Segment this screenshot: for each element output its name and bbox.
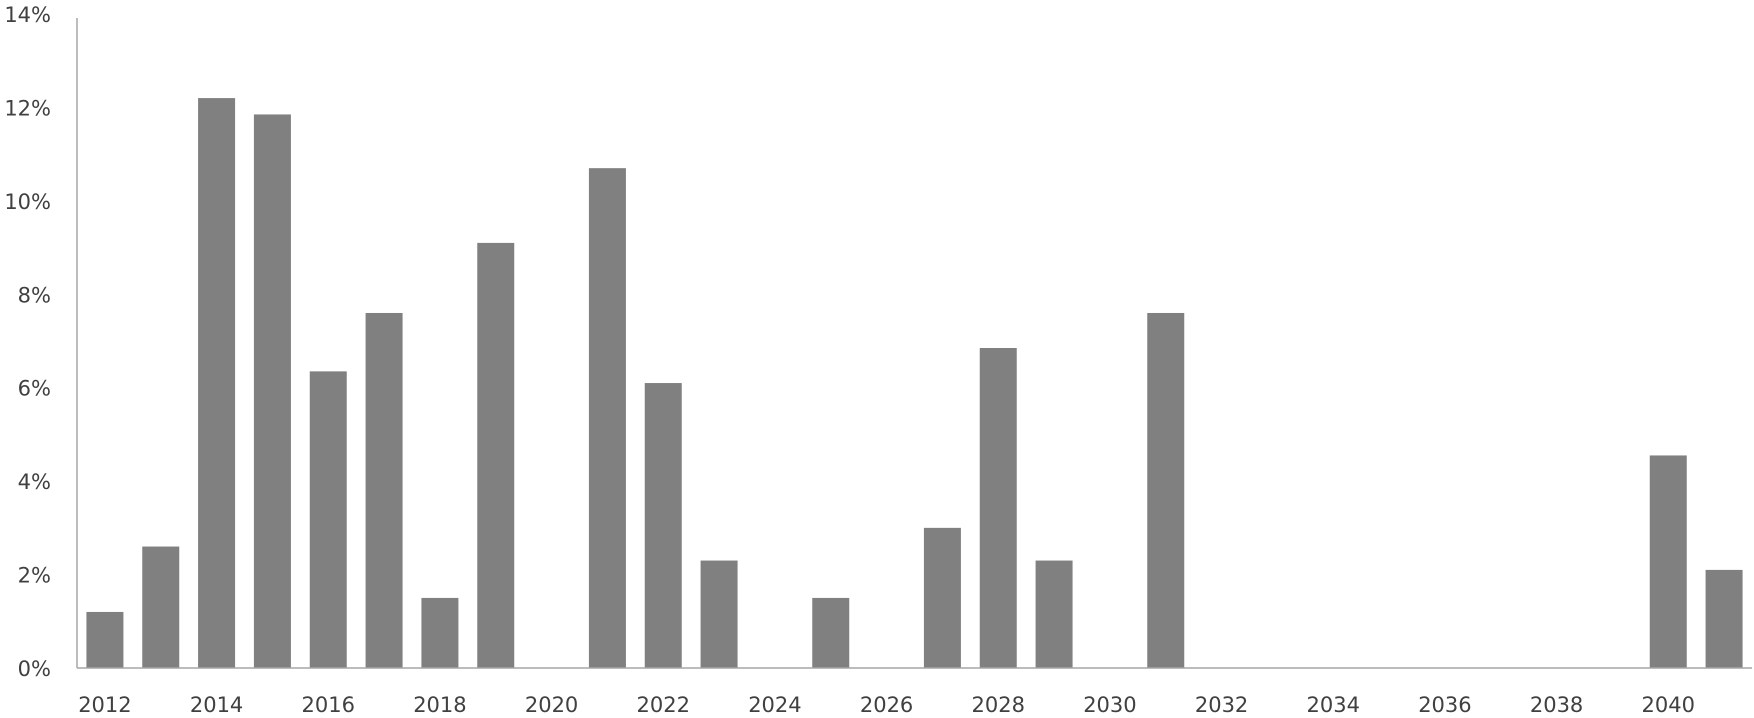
x-tick-label: 2034	[1307, 693, 1360, 717]
bar-series	[86, 98, 1743, 669]
x-tick-label: 2030	[1083, 693, 1136, 717]
x-tick-label: 2022	[637, 693, 690, 717]
y-tick-label: 0%	[18, 657, 51, 681]
x-tick-label: 2016	[302, 693, 355, 717]
x-tick-label: 2032	[1195, 693, 1248, 717]
bar	[421, 597, 459, 668]
x-tick-label: 2038	[1530, 693, 1583, 717]
bar	[644, 383, 682, 668]
x-tick-label: 2012	[78, 693, 131, 717]
x-tick-label: 2026	[860, 693, 913, 717]
bar	[1649, 455, 1687, 668]
bar	[923, 527, 961, 668]
x-tick-label: 2018	[413, 693, 466, 717]
bar	[812, 597, 850, 668]
x-tick-label: 2028	[972, 693, 1025, 717]
y-tick-label: 4%	[18, 470, 51, 494]
y-tick-label: 6%	[18, 377, 51, 401]
bar	[1035, 560, 1073, 668]
x-tick-label: 2024	[748, 693, 801, 717]
bar	[309, 371, 347, 668]
x-tick-label: 2040	[1642, 693, 1695, 717]
y-axis-tick-labels: 0% 2% 4% 6% 8% 10% 12% 14%	[4, 3, 51, 681]
y-tick-label: 8%	[18, 283, 51, 307]
bar	[979, 348, 1017, 668]
y-tick-label: 2%	[18, 564, 51, 588]
bar	[588, 168, 626, 668]
bar	[365, 312, 403, 668]
x-tick-label: 2036	[1418, 693, 1471, 717]
y-tick-label: 14%	[4, 3, 51, 27]
x-axis-tick-labels: 2012 2014 2016 2018 2020 2022 2024 2026 2028 2030…	[78, 693, 1695, 717]
y-tick-label: 10%	[4, 190, 51, 214]
bar	[142, 546, 180, 668]
bar	[700, 560, 738, 668]
bar	[1147, 312, 1185, 668]
x-tick-label: 2014	[190, 693, 243, 717]
bar	[477, 242, 515, 668]
bar	[253, 114, 291, 668]
bar	[198, 98, 236, 669]
x-tick-label: 2020	[525, 693, 578, 717]
bar	[86, 611, 124, 668]
y-tick-label: 12%	[4, 96, 51, 120]
bar	[1705, 569, 1743, 668]
